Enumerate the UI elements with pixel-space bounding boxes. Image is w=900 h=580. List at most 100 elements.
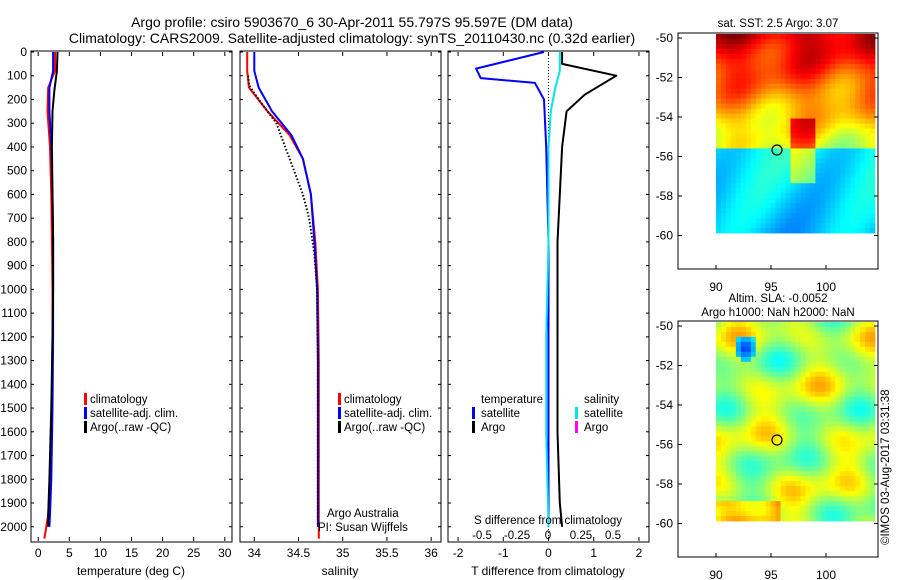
map-cell — [850, 38, 856, 45]
map-cell — [730, 173, 737, 179]
map-cell — [810, 391, 816, 398]
map-cell — [800, 436, 806, 442]
map-cell — [825, 431, 831, 437]
map-cell — [760, 436, 767, 442]
map-cell — [820, 322, 826, 328]
map-cell — [855, 381, 861, 388]
map-cell — [835, 421, 841, 427]
map-cell — [850, 123, 856, 129]
map-cell — [716, 88, 722, 95]
map-cell — [870, 351, 876, 358]
map-cell — [795, 481, 801, 487]
map-cell — [815, 133, 821, 139]
map-cell — [760, 73, 767, 80]
map-cell — [755, 326, 762, 333]
map-cell — [870, 461, 876, 467]
map-cell — [855, 173, 861, 179]
map-cell — [830, 411, 836, 417]
map-cell — [865, 456, 871, 462]
map-cell — [780, 416, 786, 422]
map-cell — [750, 63, 757, 70]
map-cell — [860, 113, 866, 119]
map-cell — [720, 208, 727, 214]
map-cell — [785, 366, 791, 373]
map-cell — [800, 371, 806, 378]
map-cell — [810, 351, 816, 358]
map-cell — [785, 456, 791, 462]
map-cell — [870, 501, 876, 507]
map-cell — [805, 346, 811, 353]
map-cell — [760, 93, 767, 100]
map-cell — [770, 78, 777, 85]
map-cell — [790, 411, 796, 417]
map-cell — [820, 331, 826, 338]
map-cell — [795, 511, 801, 517]
map-cell — [790, 426, 796, 432]
map-cell — [750, 43, 757, 50]
map-cell — [775, 501, 781, 507]
map-cell — [785, 491, 791, 497]
map-cell — [720, 178, 727, 184]
map-cell — [770, 103, 777, 110]
map-cell — [860, 471, 866, 477]
map-cell — [870, 361, 876, 368]
map-cell — [765, 113, 772, 119]
map-cell — [765, 466, 772, 472]
map-cell — [845, 341, 851, 348]
map-cell — [780, 153, 786, 159]
map-cell — [770, 48, 777, 55]
map-cell — [785, 481, 791, 487]
map-cell — [755, 63, 762, 70]
map-cell — [725, 346, 732, 353]
map-cell — [720, 38, 727, 45]
map-cell — [825, 322, 831, 328]
map-cell — [750, 163, 757, 169]
map-cell — [815, 173, 821, 179]
map-cell — [805, 406, 811, 412]
map-cell — [815, 148, 821, 154]
map-cell — [780, 401, 786, 407]
map-cell — [870, 183, 876, 189]
map-cell — [740, 471, 747, 477]
map-cell — [815, 53, 821, 60]
map-cell — [825, 123, 831, 129]
map-cell — [795, 68, 801, 75]
map-cell — [755, 143, 762, 149]
map-cell — [745, 346, 752, 353]
map-cell — [716, 188, 722, 194]
depth-tick-label: 1000 — [0, 282, 27, 296]
map-cell — [855, 426, 861, 432]
map-cell — [845, 501, 851, 507]
map-cell — [760, 138, 767, 144]
map-cell — [855, 396, 861, 403]
map-cell — [860, 486, 866, 492]
figure-title-line1: Argo profile: csiro 5903670_6 30-Apr-201… — [131, 14, 573, 30]
map-cell — [860, 411, 866, 417]
map-cell — [775, 78, 781, 85]
map-longitude-tick-label: 90 — [709, 280, 723, 294]
map-cell — [800, 158, 806, 164]
map-cell — [775, 322, 781, 328]
map-cell — [720, 68, 727, 75]
map-cell — [785, 158, 791, 164]
temperature-tick-label: 10 — [94, 546, 108, 560]
legend-climatology-swatch — [338, 393, 341, 405]
map-cell — [855, 351, 861, 358]
map-cell — [835, 381, 841, 388]
map-cell — [725, 168, 732, 174]
map-cell — [840, 68, 846, 75]
map-cell — [840, 93, 846, 100]
map-cell — [790, 128, 796, 134]
map-cell — [740, 451, 747, 457]
map-cell — [825, 218, 831, 224]
map-cell — [840, 506, 846, 512]
map-cell — [835, 371, 841, 378]
map-cell — [725, 193, 732, 199]
map-cell — [716, 416, 722, 422]
map-cell — [750, 168, 757, 174]
map-cell — [830, 48, 836, 55]
map-cell — [790, 193, 796, 199]
map-cell — [716, 183, 722, 189]
map-cell — [795, 376, 801, 383]
map-cell — [860, 491, 866, 497]
